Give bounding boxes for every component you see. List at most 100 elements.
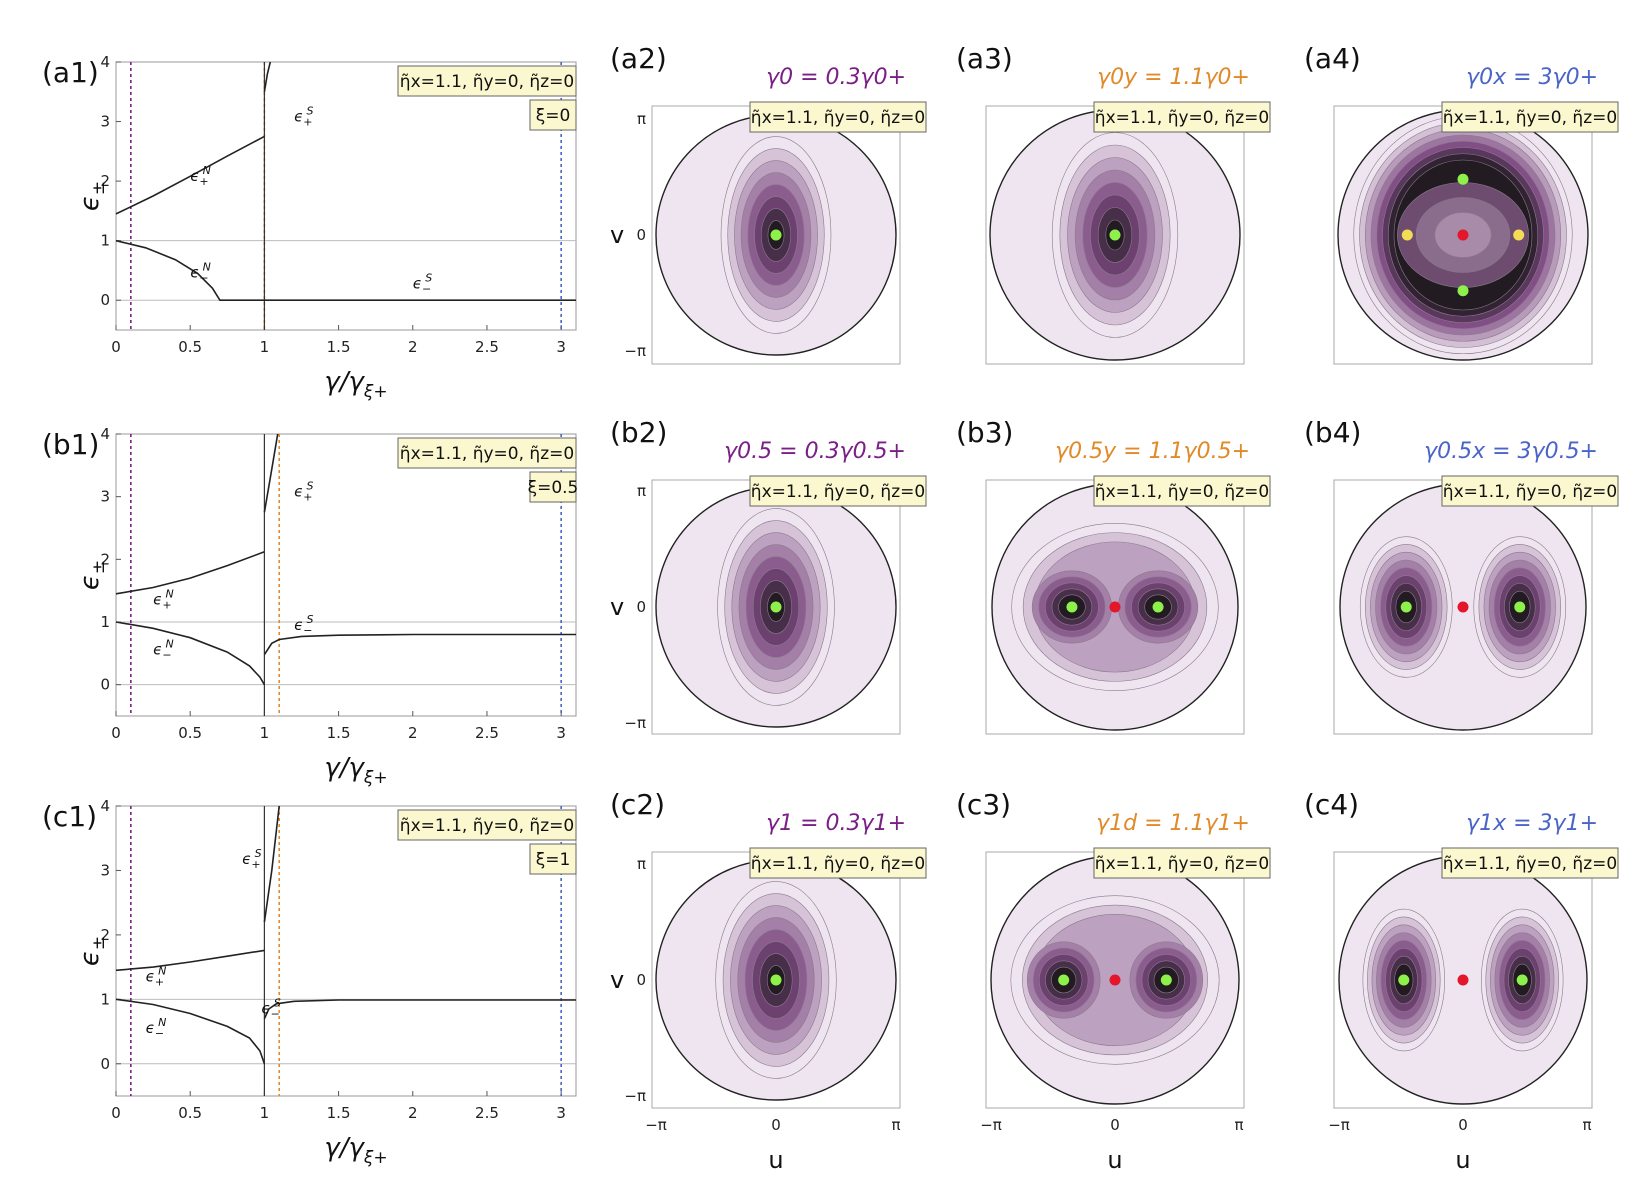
fixed-point-green — [1160, 974, 1172, 986]
v-tick-label: 0 — [636, 971, 646, 989]
panel-label: (a4) — [1304, 42, 1361, 75]
series-line-1 — [115, 239, 265, 301]
x-tick-label: 2.5 — [475, 724, 499, 742]
plot-frame — [115, 805, 577, 1097]
x-tick-label: 0 — [111, 724, 121, 742]
parameter-text: η̃x=1.1, η̃y=0, η̃z=0 — [1443, 854, 1617, 874]
parameter-text: η̃x=1.1, η̃y=0, η̃z=0 — [400, 72, 574, 92]
phase-portrait-a3: (a3) γ0y = 1.1γ0+ η̃x=1.1, η̃y=0, η̃z=0 — [956, 42, 1271, 365]
fixed-point-green — [1109, 229, 1121, 241]
x-tick-label: 2.5 — [475, 338, 499, 356]
phase-portrait-c4: (c4) γ1x = 3γ1+ η̃x=1.1, η̃y=0, η̃z=0 −π 0 π u — [1304, 788, 1619, 1174]
xi-box — [529, 843, 577, 875]
y-tick-label: 2 — [100, 172, 110, 190]
curve-label: ϵ−N — [146, 1016, 167, 1040]
y-tick-label: 2 — [100, 926, 110, 944]
parameter-box — [1093, 101, 1271, 133]
portrait-title: γ0.5y = 1.1γ0.5+ — [1055, 439, 1250, 464]
fixed-point-green — [1514, 601, 1526, 613]
x-tick-label: 0 — [111, 1104, 121, 1122]
x-tick-label: 2.5 — [475, 1104, 499, 1122]
x-tick-label: 3 — [556, 338, 566, 356]
phase-portrait-c3: (c3) γ1d = 1.1γ1+ η̃x=1.1, η̃y=0, η̃z=0 −π 0… — [956, 788, 1271, 1174]
v-tick-label: π — [637, 482, 646, 500]
x-tick-label: 1.5 — [327, 1104, 351, 1122]
y-tick-label: 1 — [100, 990, 110, 1008]
u-tick-label: 0 — [1458, 1116, 1468, 1134]
panel-label: (b3) — [956, 416, 1013, 449]
u-tick-label: π — [1234, 1116, 1243, 1134]
x-axis-title: γ/γξ+ — [324, 367, 387, 402]
curve-label: ϵ−N — [190, 261, 211, 285]
parameter-text: η̃x=1.1, η̃y=0, η̃z=0 — [1095, 108, 1269, 128]
xi-box — [529, 99, 577, 131]
u-tick-label: −π — [1328, 1116, 1350, 1134]
phase-portrait-b3: (b3) γ0.5y = 1.1γ0.5+ η̃x=1.1, η̃y=0, η̃z=… — [956, 416, 1271, 735]
y-tick-label: 3 — [100, 113, 110, 131]
x-tick-label: 0.5 — [178, 1104, 202, 1122]
fixed-point-green — [1457, 285, 1469, 297]
panel-label: (c1) — [42, 800, 97, 833]
u-axis-title: u — [768, 1146, 783, 1174]
phase-portrait-c2: (c2) γ1 = 0.3γ1+ η̃x=1.1, η̃y=0, η̃z=0 π 0 −π… — [610, 788, 927, 1174]
portrait-title: γ0y = 1.1γ0+ — [1097, 65, 1250, 90]
fixed-point-green — [770, 229, 782, 241]
y-tick-label: 4 — [100, 797, 110, 815]
curve-label: ϵ+N — [153, 587, 174, 611]
u-tick-label: π — [1582, 1116, 1591, 1134]
y-tick-label: 1 — [100, 232, 110, 250]
x-axis-title: γ/γξ+ — [324, 1133, 387, 1168]
plot-frame — [115, 61, 577, 331]
x-tick-label: 1 — [260, 338, 270, 356]
v-axis-title: v — [610, 966, 624, 994]
phase-portrait-b2: (b2) γ0.5 = 0.3γ0.5+ η̃x=1.1, η̃y=0, η̃z=0… — [610, 416, 927, 735]
portrait-title: γ1d = 1.1γ1+ — [1096, 811, 1250, 836]
fixed-point-red — [1109, 601, 1121, 613]
parameter-text: η̃x=1.1, η̃y=0, η̃z=0 — [1095, 482, 1269, 502]
parameter-box — [749, 101, 927, 133]
series-line-0 — [115, 135, 265, 215]
curve-label: ϵ+N — [146, 964, 167, 988]
y-tick-label: 3 — [100, 488, 110, 506]
fixed-point-green — [1400, 601, 1412, 613]
x-tick-label: 2 — [408, 1104, 418, 1122]
y-tick-label: 3 — [100, 861, 110, 879]
parameter-text: η̃x=1.1, η̃y=0, η̃z=0 — [1443, 108, 1617, 128]
panel-label: (c3) — [956, 788, 1011, 821]
panel-label: (a3) — [956, 42, 1013, 75]
series-line-1 — [115, 998, 266, 1065]
parameter-box — [749, 847, 927, 879]
u-tick-label: −π — [645, 1116, 667, 1134]
parameter-text: η̃x=1.1, η̃y=0, η̃z=0 — [751, 482, 925, 502]
portrait-title: γ1 = 0.3γ1+ — [766, 811, 906, 836]
fixed-point-green — [1398, 974, 1410, 986]
series-line-2 — [263, 805, 280, 923]
parameter-box — [1441, 475, 1619, 507]
fixed-point-green — [1152, 601, 1164, 613]
x-axis-title: γ/γξ+ — [324, 753, 387, 788]
fixed-point-green — [1058, 974, 1070, 986]
series-line-2 — [263, 61, 272, 92]
parameter-box — [1093, 847, 1271, 879]
x-tick-label: 3 — [556, 1104, 566, 1122]
panel-label: (a2) — [610, 42, 667, 75]
curve-label: ϵ+S — [294, 105, 313, 129]
panel-label: (c2) — [610, 788, 665, 821]
parameter-text: η̃x=1.1, η̃y=0, η̃z=0 — [751, 854, 925, 874]
fixed-point-red — [1457, 601, 1469, 613]
y-tick-label: 1 — [100, 613, 110, 631]
fixed-point-green — [1516, 974, 1528, 986]
portrait-title: γ1x = 3γ1+ — [1466, 811, 1598, 836]
portrait-title: γ0.5 = 0.3γ0.5+ — [724, 439, 906, 464]
fixed-point-green — [1066, 601, 1078, 613]
u-axis-title: u — [1107, 1146, 1122, 1174]
fixed-point-yellow — [1401, 229, 1413, 241]
y-tick-label: 0 — [100, 1055, 110, 1073]
parameter-box — [397, 65, 577, 97]
y-tick-label: 2 — [100, 550, 110, 568]
v-axis-title: v — [610, 221, 624, 249]
xi-text: ξ=0 — [536, 106, 571, 126]
parameter-box — [397, 809, 577, 841]
x-tick-label: 0.5 — [178, 724, 202, 742]
parameter-text: η̃x=1.1, η̃y=0, η̃z=0 — [1443, 482, 1617, 502]
